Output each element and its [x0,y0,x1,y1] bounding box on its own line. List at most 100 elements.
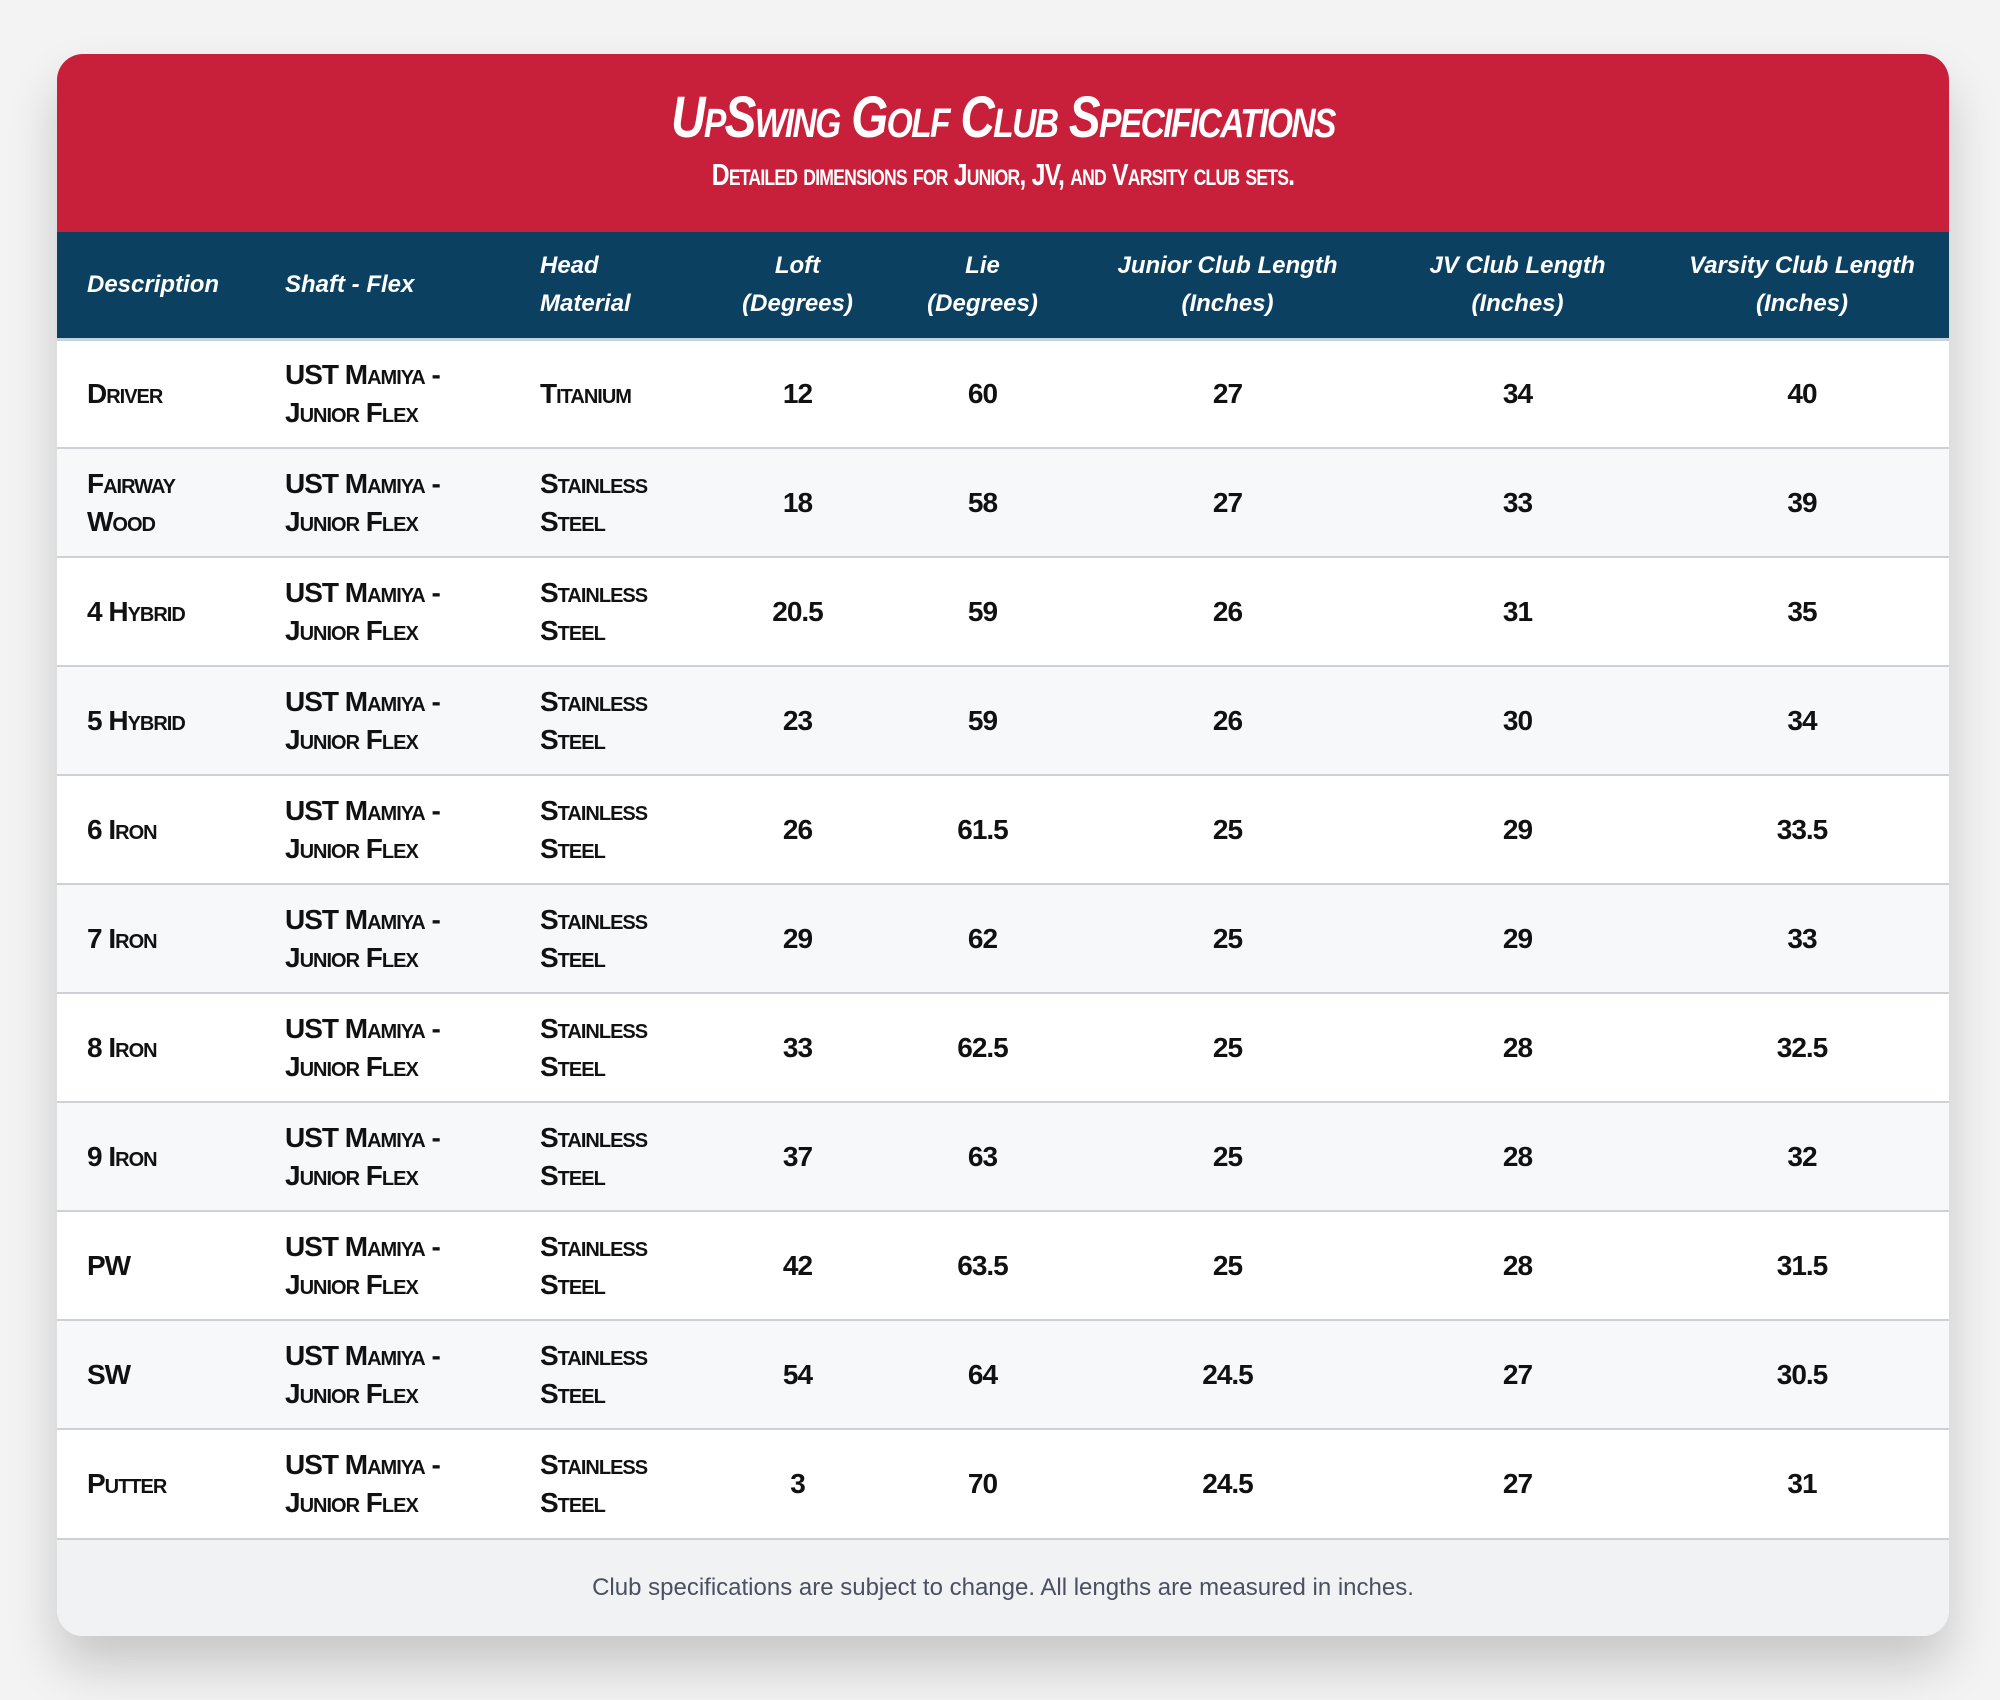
cell-loft: 20.5 [772,595,824,627]
specs-card: UpSwing Golf Club Specifications Detaile… [57,54,1949,1636]
cell-junior-length: 25 [1212,813,1243,845]
cell-head-material: Stainless Steel [540,1449,648,1518]
cell-loft: 12 [782,377,813,409]
cell-shaft-flex: UST Mamiya - Junior Flex [285,1121,441,1191]
column-header-line: (Degrees) [742,289,853,317]
cell-lie: 63.5 [957,1249,1009,1281]
cell-shaft-flex: UST Mamiya - Junior Flex [285,358,441,428]
table-row: 9 Iron UST Mamiya - Junior Flex Stainless … [57,1102,1949,1211]
footer-note: Club specifications are subject to chang… [57,1538,1949,1636]
cell-description: 4 Hybrid [87,595,186,627]
cell-head-material: Stainless Steel [540,903,648,973]
cell-head-material: Stainless Steel [540,576,648,646]
cell-description: 9 Iron [87,1140,158,1172]
cell-varsity-length: 30.5 [1776,1358,1829,1390]
column-header-jv-length: JV Club Length (Inches) [1380,232,1655,339]
column-header-line: Description [87,270,220,298]
cell-lie: 62 [967,922,998,954]
cell-shaft-flex: UST Mamiya - Junior Flex [285,467,441,537]
cell-junior-length: 27 [1212,486,1243,518]
column-header-line: Varsity Club Length [1689,251,1915,279]
cell-varsity-length: 32 [1787,1140,1817,1172]
cell-varsity-length: 31.5 [1776,1249,1829,1281]
column-header-loft: Loft (Degrees) [705,232,890,339]
cell-shaft-flex: UST Mamiya - Junior Flex [285,685,441,755]
cell-shaft-flex: UST Mamiya - Junior Flex [285,576,441,646]
cell-head-material: Stainless Steel [540,685,648,755]
cell-description: Fairway Wood [87,467,176,537]
cell-lie: 70 [967,1468,998,1499]
cell-shaft-flex: UST Mamiya - Junior Flex [285,1012,441,1082]
cell-jv-length: 34 [1502,377,1533,409]
table-body: Driver UST Mamiya - Junior Flex Titanium 12… [57,339,1949,1538]
cell-head-material: Stainless Steel [540,794,648,864]
cell-jv-length: 30 [1502,704,1533,736]
table-row: SW UST Mamiya - Junior Flex Stainless Stee… [57,1320,1949,1429]
cell-shaft-flex: UST Mamiya - Junior Flex [285,1339,441,1409]
cell-varsity-length: 33 [1787,922,1817,954]
cell-loft: 29 [782,922,813,954]
column-header-line: Loft [774,251,821,279]
column-header-line: JV Club Length [1429,251,1606,279]
cell-lie: 61.5 [957,813,1009,845]
specs-table: Description Shaft - Flex Head Material Loft (… [57,232,1949,1538]
column-header-line: (Inches) [1755,289,1848,317]
table-row: Driver UST Mamiya - Junior Flex Titanium 12… [57,339,1949,448]
cell-lie: 59 [967,704,998,736]
column-header-line: (Inches) [1471,289,1564,317]
cell-junior-length: 26 [1212,595,1243,627]
cell-jv-length: 29 [1502,922,1533,954]
cell-jv-length: 28 [1502,1249,1533,1281]
cell-head-material: Stainless Steel [540,1339,648,1409]
cell-jv-length: 27 [1502,1358,1533,1390]
cell-loft: 18 [782,486,813,518]
table-row: Fairway Wood UST Mamiya - Junior Flex Stai… [57,448,1949,557]
table-row: 8 Iron UST Mamiya - Junior Flex Stainless … [57,993,1949,1102]
column-header-junior-length: Junior Club Length (Inches) [1075,232,1380,339]
cell-shaft-flex: UST Mamiya - Junior Flex [285,1230,441,1300]
cell-lie: 64 [967,1358,998,1390]
cell-junior-length: 25 [1212,1140,1243,1172]
cell-head-material: Titanium [540,377,632,409]
cell-jv-length: 28 [1502,1031,1533,1063]
cell-lie: 62.5 [957,1031,1009,1063]
column-header-head-material: Head Material [510,232,705,339]
table-row: 7 Iron UST Mamiya - Junior Flex Stainless … [57,884,1949,993]
column-header-description: Description [57,232,255,339]
cell-varsity-length: 32.5 [1776,1031,1829,1063]
cell-junior-length: 25 [1212,1249,1243,1281]
cell-junior-length: 27 [1212,377,1243,409]
cell-description: 6 Iron [87,813,158,845]
cell-lie: 63 [967,1140,998,1172]
cell-junior-length: 25 [1212,922,1243,954]
cell-junior-length: 26 [1212,704,1243,736]
cell-description: 8 Iron [87,1031,158,1063]
page-title: UpSwing Golf Club Specifications [671,85,1336,150]
header-banner: UpSwing Golf Club Specifications Detaile… [57,54,1949,232]
table-row: 5 Hybrid UST Mamiya - Junior Flex Stainles… [57,666,1949,775]
column-header-varsity-length: Varsity Club Length (Inches) [1655,232,1949,339]
cell-loft: 23 [782,704,813,736]
cell-description: SW [87,1358,131,1390]
column-header-line: Lie [965,251,1000,279]
cell-jv-length: 29 [1502,813,1533,845]
cell-head-material: Stainless Steel [540,1230,648,1300]
cell-varsity-length: 31 [1787,1468,1817,1499]
column-header-line: (Degrees) [927,289,1038,317]
cell-junior-length: 24.5 [1202,1468,1254,1499]
column-header-line: Shaft - Flex [285,270,415,298]
cell-loft: 42 [782,1249,813,1281]
column-header-line: (Inches) [1181,289,1274,317]
column-header-line: Material [540,289,631,317]
table-row: Putter UST Mamiya - Junior Flex Stainless … [57,1429,1949,1538]
cell-varsity-length: 39 [1787,486,1817,518]
cell-description: Driver [87,377,163,409]
table-row: PW UST Mamiya - Junior Flex Stainless Stee… [57,1211,1949,1320]
column-header-lie: Lie (Degrees) [890,232,1075,339]
cell-loft: 3 [790,1468,806,1499]
cell-loft: 37 [782,1140,813,1172]
cell-loft: 26 [782,813,813,845]
table-row: 4 Hybrid UST Mamiya - Junior Flex Stainles… [57,557,1949,666]
cell-junior-length: 25 [1212,1031,1243,1063]
page-subtitle: Detailed dimensions for Junior, JV, and … [711,157,1295,192]
